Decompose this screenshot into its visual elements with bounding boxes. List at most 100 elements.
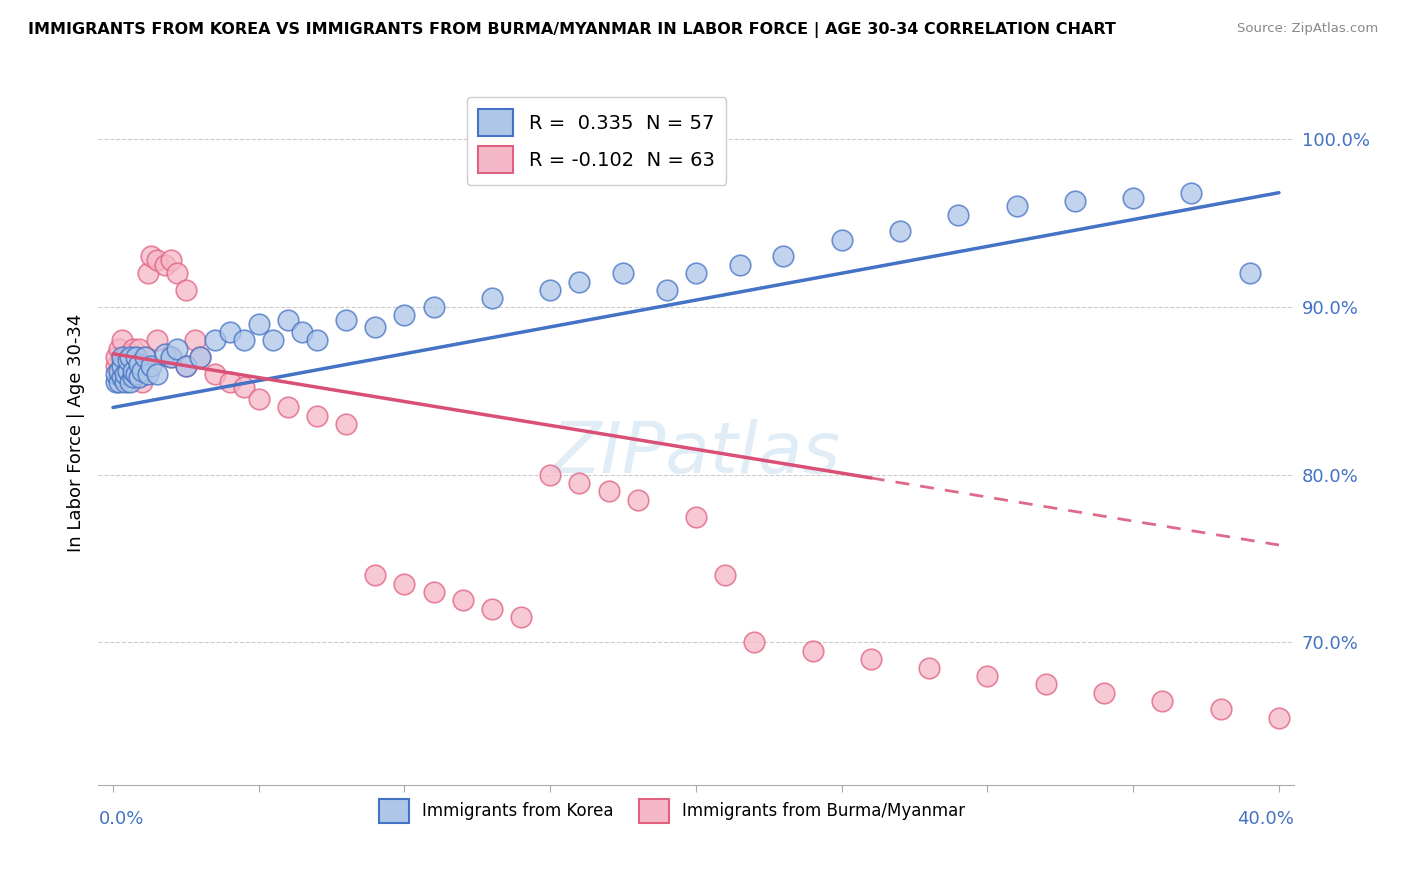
- Point: [145, 367, 167, 381]
- Point: [247, 392, 270, 406]
- Point: [111, 370, 134, 384]
- Point: [1035, 677, 1057, 691]
- Point: [139, 359, 162, 373]
- Point: [364, 319, 387, 334]
- Point: [134, 350, 156, 364]
- Point: [889, 224, 911, 238]
- Point: [422, 585, 444, 599]
- Point: [111, 350, 134, 364]
- Point: [1180, 186, 1202, 200]
- Point: [742, 635, 765, 649]
- Point: [277, 313, 299, 327]
- Point: [128, 357, 150, 371]
- Point: [114, 370, 136, 384]
- Point: [247, 317, 270, 331]
- Point: [108, 363, 131, 377]
- Point: [481, 601, 503, 615]
- Point: [160, 350, 183, 364]
- Point: [117, 359, 139, 373]
- Point: [122, 342, 145, 356]
- Point: [122, 370, 145, 384]
- Point: [125, 367, 148, 381]
- Point: [218, 325, 240, 339]
- Point: [655, 283, 678, 297]
- Point: [155, 347, 177, 361]
- Point: [233, 334, 256, 348]
- Point: [120, 376, 142, 390]
- Point: [233, 380, 256, 394]
- Point: [1064, 194, 1087, 208]
- Point: [190, 350, 212, 364]
- Point: [131, 363, 153, 377]
- Point: [108, 376, 131, 390]
- Text: ZIPatlas: ZIPatlas: [551, 419, 841, 488]
- Point: [128, 370, 150, 384]
- Point: [190, 350, 212, 364]
- Point: [183, 334, 205, 348]
- Point: [128, 342, 150, 356]
- Point: [117, 370, 139, 384]
- Point: [104, 376, 127, 390]
- Point: [117, 353, 139, 368]
- Point: [335, 417, 357, 432]
- Point: [305, 334, 328, 348]
- Point: [364, 568, 387, 582]
- Point: [918, 660, 941, 674]
- Point: [111, 359, 134, 373]
- Point: [1005, 199, 1028, 213]
- Point: [859, 652, 882, 666]
- Point: [125, 367, 148, 381]
- Point: [174, 359, 197, 373]
- Point: [728, 258, 751, 272]
- Point: [481, 292, 503, 306]
- Point: [120, 347, 142, 361]
- Point: [125, 350, 148, 364]
- Point: [114, 376, 136, 390]
- Point: [155, 258, 177, 272]
- Point: [394, 576, 416, 591]
- Point: [114, 350, 136, 364]
- Legend: Immigrants from Korea, Immigrants from Burma/Myanmar: Immigrants from Korea, Immigrants from B…: [373, 793, 972, 830]
- Point: [568, 275, 591, 289]
- Point: [1239, 266, 1261, 280]
- Point: [125, 350, 148, 364]
- Point: [166, 342, 188, 356]
- Point: [104, 367, 127, 381]
- Point: [120, 363, 142, 377]
- Point: [772, 249, 794, 263]
- Point: [422, 300, 444, 314]
- Point: [510, 610, 533, 624]
- Point: [976, 669, 998, 683]
- Point: [262, 334, 284, 348]
- Point: [160, 350, 183, 364]
- Point: [831, 233, 853, 247]
- Point: [1092, 686, 1115, 700]
- Point: [1152, 694, 1174, 708]
- Point: [218, 376, 240, 390]
- Point: [451, 593, 474, 607]
- Point: [685, 266, 707, 280]
- Y-axis label: In Labor Force | Age 30-34: In Labor Force | Age 30-34: [66, 313, 84, 552]
- Point: [291, 325, 314, 339]
- Point: [104, 359, 127, 373]
- Point: [131, 376, 153, 390]
- Point: [627, 492, 650, 507]
- Text: 40.0%: 40.0%: [1237, 810, 1294, 828]
- Point: [538, 283, 561, 297]
- Point: [277, 401, 299, 415]
- Point: [117, 363, 139, 377]
- Text: IMMIGRANTS FROM KOREA VS IMMIGRANTS FROM BURMA/MYANMAR IN LABOR FORCE | AGE 30-3: IMMIGRANTS FROM KOREA VS IMMIGRANTS FROM…: [28, 22, 1116, 38]
- Text: 0.0%: 0.0%: [98, 810, 143, 828]
- Point: [120, 350, 142, 364]
- Point: [166, 266, 188, 280]
- Point: [1268, 711, 1291, 725]
- Point: [122, 363, 145, 377]
- Point: [174, 283, 197, 297]
- Point: [1209, 702, 1232, 716]
- Point: [538, 467, 561, 482]
- Point: [111, 353, 134, 368]
- Text: Source: ZipAtlas.com: Source: ZipAtlas.com: [1237, 22, 1378, 36]
- Point: [111, 363, 134, 377]
- Point: [131, 359, 153, 373]
- Point: [145, 334, 167, 348]
